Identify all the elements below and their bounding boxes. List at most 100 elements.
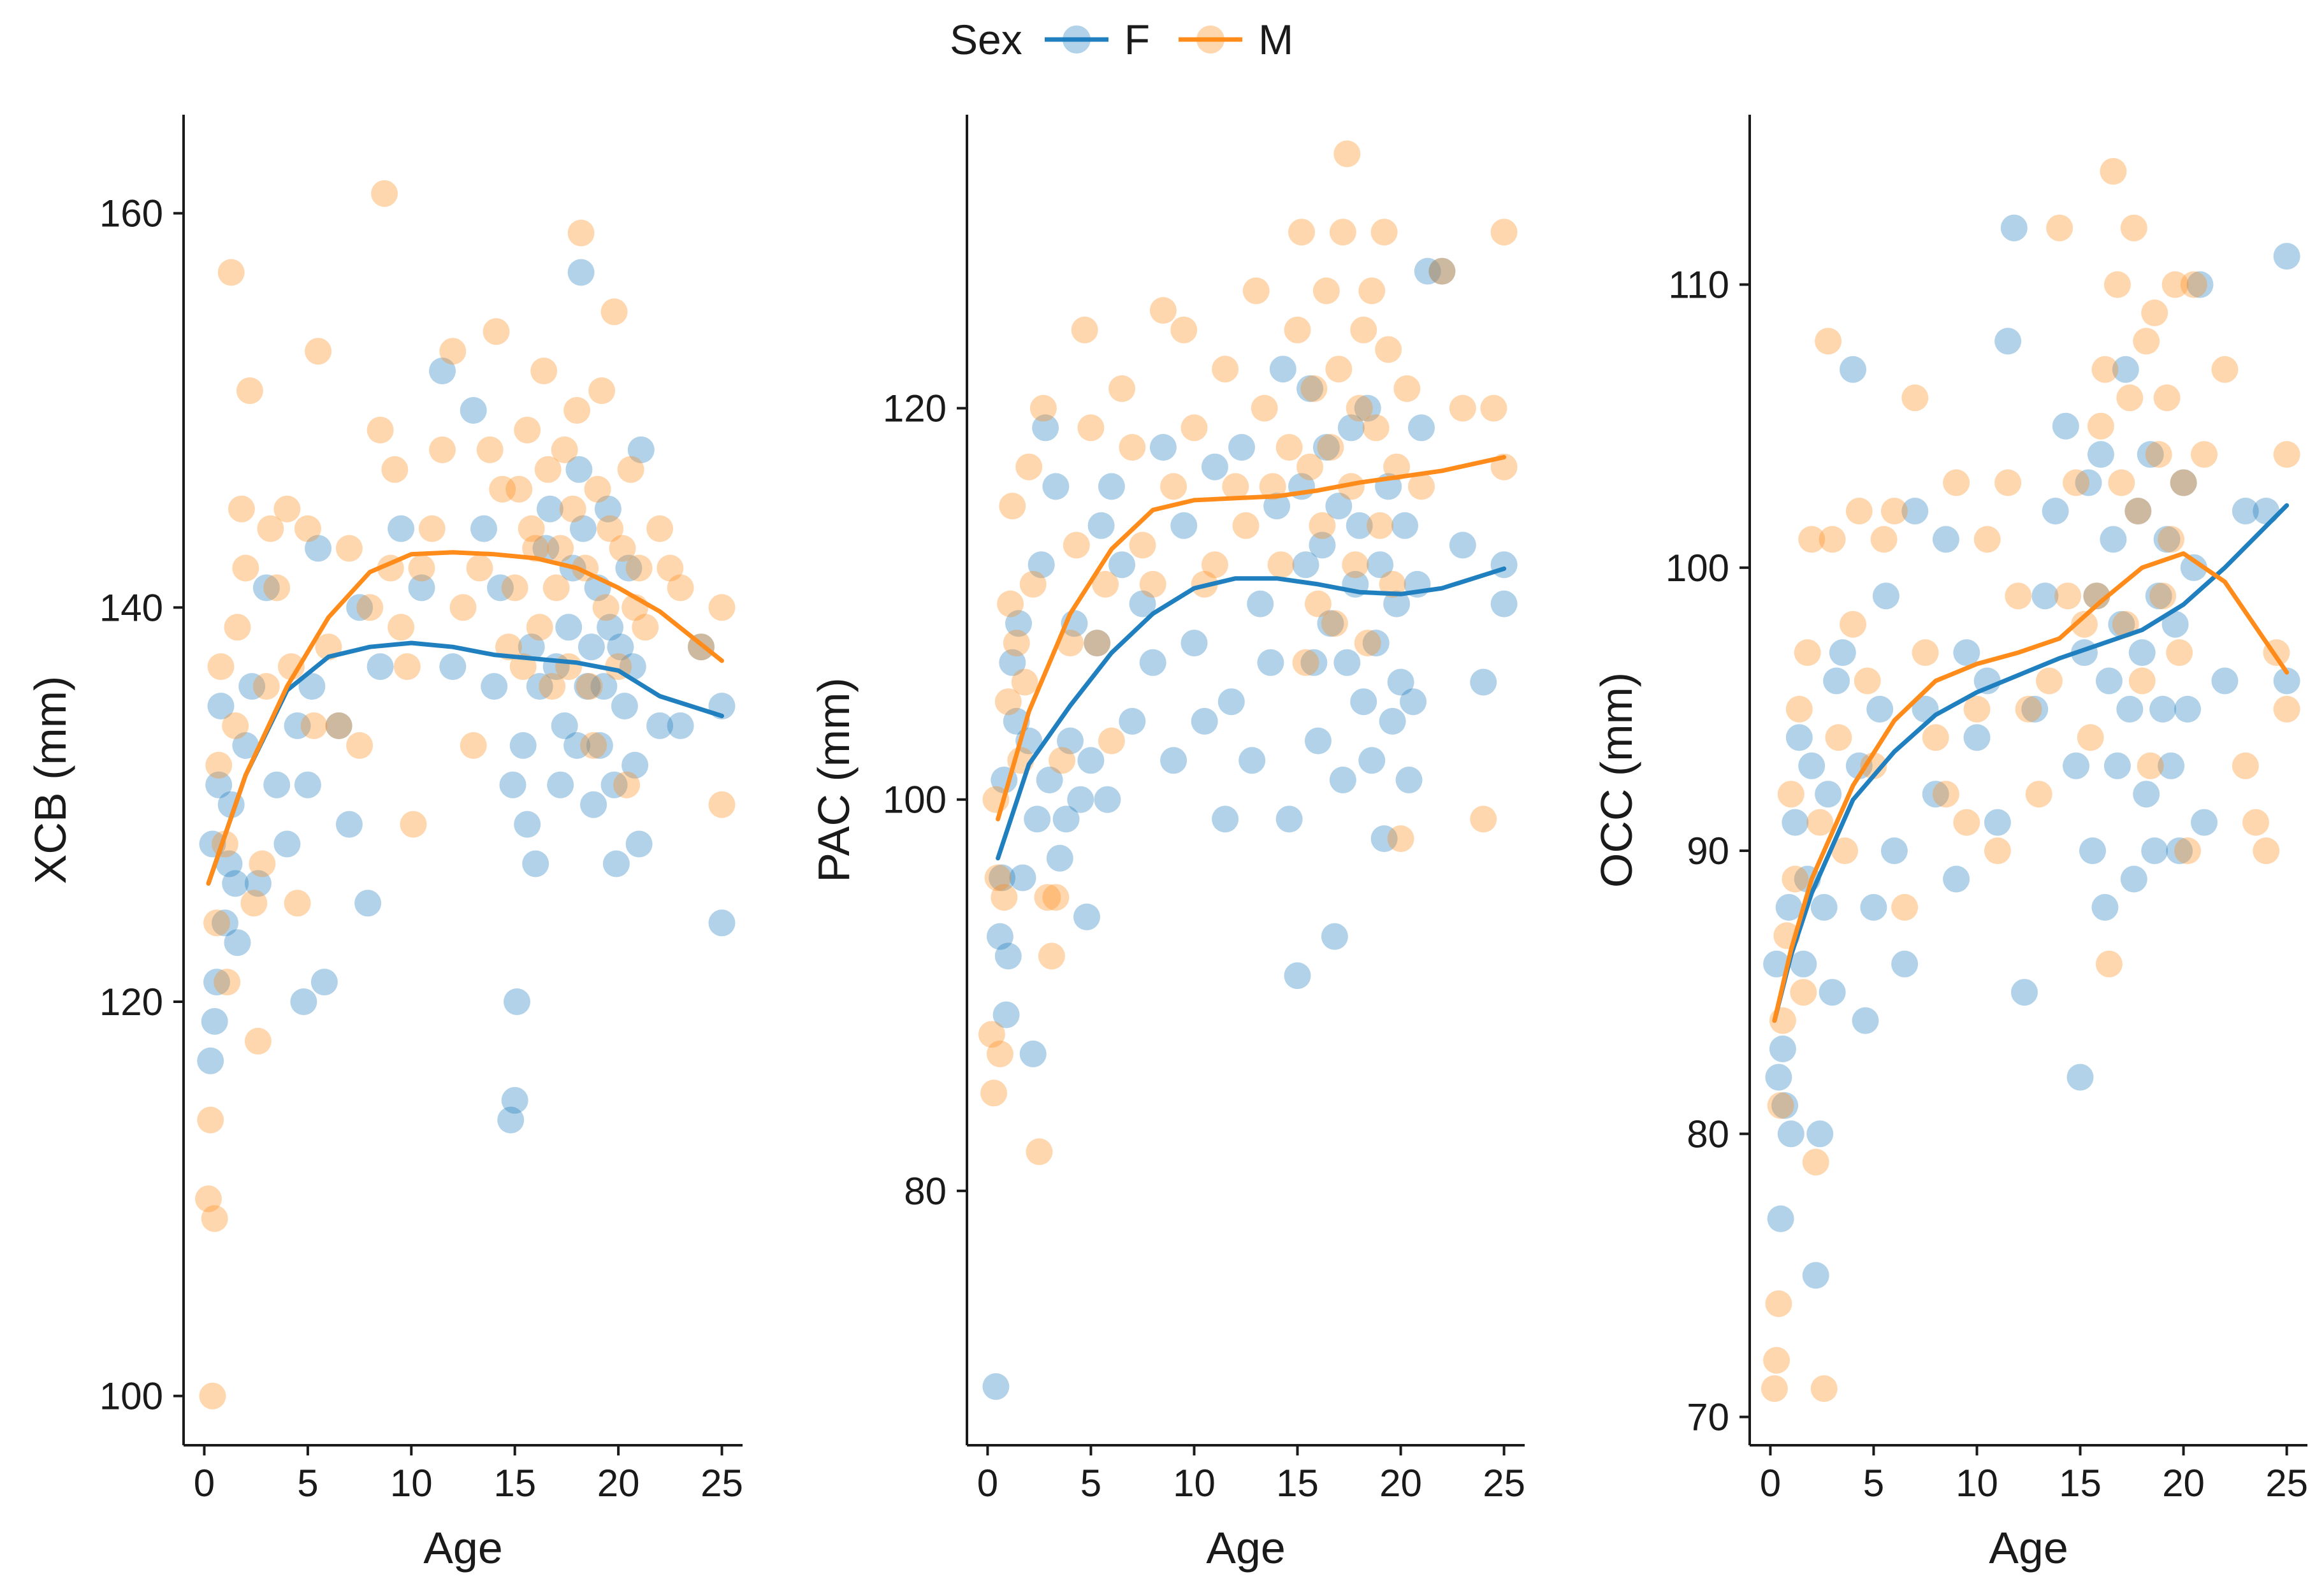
occ-point-f [1860, 893, 1887, 921]
occ-x-tick-label: 5 [1863, 1462, 1884, 1505]
xcb-point-f [367, 653, 394, 681]
pac-point-m [1309, 512, 1336, 539]
occ-point-m [2091, 356, 2119, 383]
occ-point-m [2108, 469, 2135, 496]
pac-point-f [1414, 257, 1441, 285]
occ-point-m [1912, 639, 1939, 667]
pac-point-f [982, 1373, 1010, 1400]
occ-point-m [1845, 498, 1873, 524]
pac-point-f [1428, 257, 1456, 285]
occ-point-m [2103, 271, 2131, 298]
occ-point-m [2071, 610, 2098, 638]
xcb-x-tick-label: 10 [390, 1462, 433, 1505]
pac-point-f [994, 942, 1022, 970]
occ-point-m [1854, 667, 1881, 695]
pac-point-m [1063, 531, 1090, 559]
occ-point-f [1994, 328, 2022, 355]
occ-point-f [1819, 979, 1846, 1006]
xcb-point-m [244, 1027, 272, 1055]
pac-point-m [1346, 394, 1373, 422]
occ-point-m [2141, 300, 2168, 326]
xcb-point-m [439, 338, 467, 365]
occ-point-m [2191, 441, 2218, 468]
xcb-smooth-line-m [206, 550, 724, 886]
occ-point-m [1922, 724, 1949, 751]
occ-point-f [2112, 356, 2139, 383]
occ-point-f [2021, 695, 2049, 723]
xcb-point-m [476, 436, 504, 463]
occ-point-m [2253, 837, 2280, 865]
xcb-point-f [646, 712, 674, 739]
xcb-point-m [367, 416, 394, 444]
pac-point-f [1180, 630, 1208, 657]
xcb-point-m [646, 515, 674, 542]
xcb-point-m [708, 594, 736, 621]
pac-point-f [1057, 727, 1084, 754]
pac-point-m [986, 1040, 1013, 1067]
xcb-point-m [483, 318, 510, 345]
occ-point-f [2174, 695, 2201, 723]
occ-series-m [1761, 157, 2300, 1403]
pac-point-m [1379, 570, 1406, 598]
occ-point-m [2145, 441, 2172, 468]
xcb-point-f [244, 870, 272, 897]
pac-point-m [1015, 453, 1043, 480]
occ-point-m [2124, 498, 2152, 524]
occ-point-f [2066, 1064, 2094, 1091]
occ-x-tick-label: 10 [1956, 1462, 1998, 1505]
occ-point-m [2046, 214, 2073, 242]
occ-point-f [2087, 441, 2114, 468]
occ-point-m [2161, 271, 2189, 298]
pac-point-m [1362, 414, 1390, 442]
xcb-point-f [600, 771, 628, 798]
pac-point-m [1292, 649, 1319, 676]
occ-point-m [1901, 384, 1929, 412]
pac-point-f [1077, 747, 1105, 774]
pac-point-m [1160, 473, 1187, 500]
occ-point-f [1932, 526, 1959, 553]
pac-point-f [1358, 747, 1386, 774]
occ-point-m [2137, 752, 2164, 779]
occ-point-m [1785, 695, 1813, 723]
pac-point-m [1170, 316, 1198, 343]
xcb-y-tick-label: 120 [99, 981, 163, 1023]
xcb-point-f [497, 1106, 525, 1134]
occ-point-f [2141, 837, 2168, 865]
pac-point-f [1005, 610, 1032, 637]
xcb-point-m [257, 515, 284, 542]
xcb-point-m [232, 554, 259, 582]
xcb-point-f [224, 929, 251, 956]
occ-point-f [2095, 667, 2123, 695]
pac-point-f [1346, 512, 1373, 539]
xcb-point-f [499, 771, 527, 798]
pac-point-m [1029, 394, 1057, 422]
pac-point-m [1312, 277, 1340, 305]
pac-x-tick-label: 0 [977, 1462, 998, 1505]
occ-point-m [1819, 526, 1846, 553]
occ-point-f [2191, 809, 2218, 836]
occ-point-f [2103, 752, 2131, 779]
xcb-point-m [201, 1205, 228, 1232]
occ-point-f [2079, 837, 2106, 865]
pac-point-m [1342, 551, 1369, 579]
pac-x-tick-label: 20 [1379, 1462, 1422, 1505]
pac-point-f [1383, 590, 1411, 617]
xcb-point-f [408, 574, 435, 602]
xcb-point-f [294, 771, 321, 798]
pac-point-f [1046, 844, 1073, 872]
pac-point-m [1358, 277, 1386, 305]
pac-point-f [1275, 805, 1303, 833]
xcb-point-f [509, 732, 537, 759]
xcb-point-m [708, 791, 736, 818]
pac-point-f [1108, 551, 1136, 579]
pac-smooth-line-m [996, 454, 1507, 821]
xcb-point-f [388, 515, 415, 542]
pac-point-m [991, 884, 1018, 911]
occ-point-m [1815, 328, 1842, 355]
occ-point-f [1767, 1205, 1794, 1232]
pac-point-m [1098, 727, 1125, 754]
occ-point-m [2273, 441, 2300, 468]
occ-point-m [2242, 809, 2269, 836]
xcb-point-m [501, 574, 528, 602]
occ-point-f [2153, 526, 2181, 553]
